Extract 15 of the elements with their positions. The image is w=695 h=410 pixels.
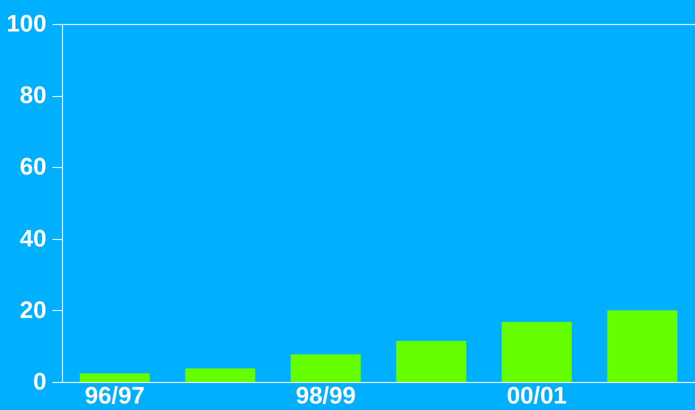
- x-tick-label: 00/01: [506, 382, 567, 410]
- y-tick-label: 100: [6, 10, 46, 38]
- bar: [185, 368, 256, 382]
- bar: [607, 310, 678, 382]
- y-tick-label: 60: [20, 154, 46, 181]
- y-tick-label: 80: [20, 82, 46, 110]
- y-tick-label: 20: [20, 296, 46, 324]
- bar: [396, 340, 466, 382]
- x-tick-label: 98/99: [296, 382, 356, 410]
- y-tick-label: 40: [20, 225, 46, 252]
- x-tick-label: 96/97: [84, 382, 145, 410]
- bar: [502, 322, 572, 382]
- bar: [80, 373, 150, 382]
- bar: [290, 354, 361, 382]
- y-tick-label: 0: [33, 368, 46, 396]
